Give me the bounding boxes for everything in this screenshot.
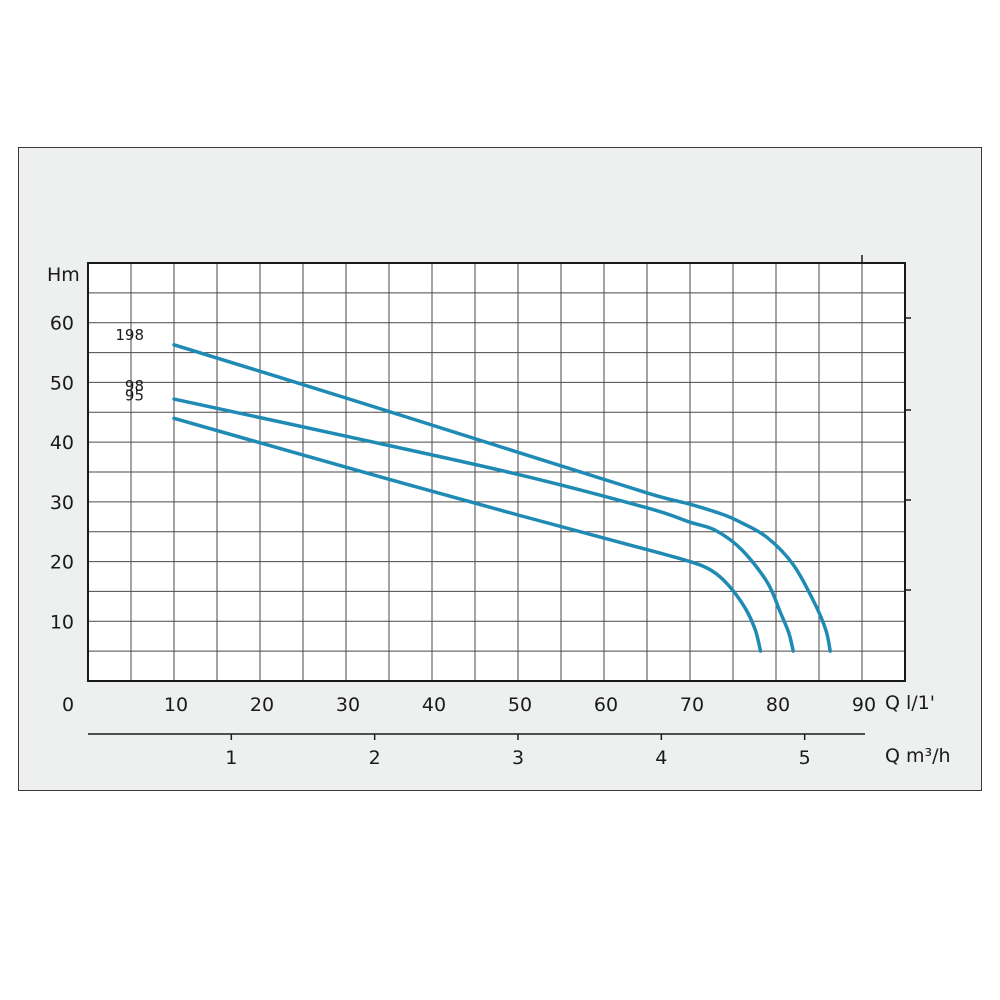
y-tick-label: 40 [50, 432, 74, 454]
plot-border [87, 262, 906, 682]
y-tick-label: 50 [50, 372, 74, 394]
y-tick-label: 60 [50, 313, 74, 335]
grid [88, 263, 905, 681]
secondary-x-tick-label: 3 [512, 747, 524, 769]
series-label: 95 [125, 386, 144, 404]
series-label: 198 [115, 326, 144, 344]
series-line-98 [172, 397, 795, 653]
y-tick-label: 20 [50, 552, 74, 574]
x-tick-label: 80 [766, 694, 790, 716]
labels: 10 20 30 40 50 60 Hm 0 10 20 30 40 50 60 70 80 90 Q l/1' 1… [47, 264, 951, 769]
secondary-x-tick-label: 4 [655, 747, 667, 769]
series-label: 98 [125, 377, 144, 395]
series-line-198 [172, 343, 832, 653]
y-tick-label: 10 [50, 611, 74, 633]
axes [87, 255, 911, 740]
x-tick-label: 70 [680, 694, 704, 716]
secondary-x-tick-label: 2 [369, 747, 381, 769]
x-tick-label: 90 [852, 694, 876, 716]
x-axis-label: Q l/1' [885, 692, 935, 714]
x-tick-label: 20 [250, 694, 274, 716]
x-tick-label: 30 [336, 694, 360, 716]
x-tick-label: 50 [508, 694, 532, 716]
series-line-95 [172, 416, 763, 653]
secondary-x-tick-label: 1 [225, 747, 237, 769]
secondary-x-tick-label: 5 [799, 747, 811, 769]
x-tick-label: 60 [594, 694, 618, 716]
x-tick-label: 40 [422, 694, 446, 716]
x-origin-label: 0 [62, 694, 74, 716]
secondary-x-axis-label: Q m³/h [885, 745, 951, 767]
pump-performance-chart: 10 20 30 40 50 60 Hm 0 10 20 30 40 50 60 70 80 90 Q l/1' 1… [47, 255, 951, 769]
y-axis-label: Hm [47, 264, 80, 286]
chart-frame: 10 20 30 40 50 60 Hm 0 10 20 30 40 50 60 70 80 90 Q l/1' 1… [18, 147, 982, 791]
x-tick-label: 10 [164, 694, 188, 716]
y-tick-label: 30 [50, 492, 74, 514]
curves [172, 343, 832, 653]
